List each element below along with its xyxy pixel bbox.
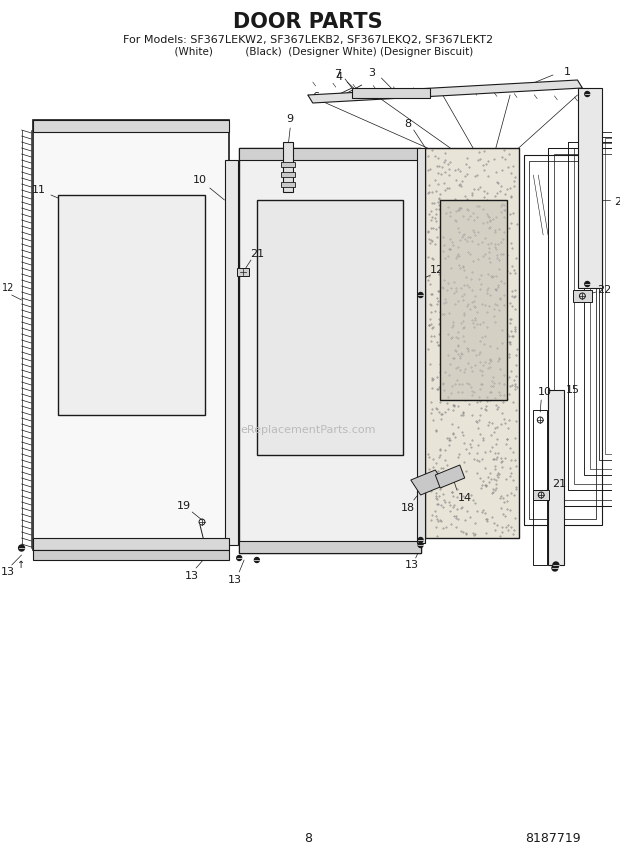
Text: 14: 14 [458,493,472,503]
Bar [33,120,229,550]
Text: 13: 13 [405,560,418,570]
Polygon shape [411,470,445,495]
Bar [440,200,507,400]
Bar [548,148,620,506]
Text: 19: 19 [177,501,192,511]
Circle shape [418,293,423,298]
Bar [533,490,549,500]
Bar [599,132,620,460]
Bar [548,390,564,565]
Text: (White)          (Black)  (Designer White) (Designer Biscuit): (White) (Black) (Designer White) (Design… [142,47,474,57]
Text: DOOR PARTS: DOOR PARTS [233,12,383,32]
Text: 21: 21 [250,249,264,259]
Bar [224,160,238,545]
Bar [239,148,420,160]
Bar [417,148,425,543]
Text: 3: 3 [368,68,375,78]
Bar [58,195,205,415]
Circle shape [585,92,590,97]
Text: 11: 11 [32,185,46,195]
Text: 13: 13 [1,567,15,577]
Text: 12: 12 [430,265,445,275]
Polygon shape [308,80,582,103]
Bar [425,148,519,538]
Text: 8187719: 8187719 [525,831,581,845]
Bar [584,137,620,475]
Text: 7: 7 [334,69,341,79]
Bar [572,290,592,302]
Text: ↑: ↑ [17,560,25,570]
Text: 21: 21 [552,479,566,489]
Bar [283,142,293,192]
Bar [352,88,430,98]
Text: 8: 8 [404,119,412,129]
Text: eReplacementParts.com: eReplacementParts.com [240,425,376,435]
Bar [590,143,620,469]
Bar [257,200,403,455]
Text: 12: 12 [2,283,14,293]
Bar [529,161,596,519]
Bar [281,162,295,167]
Circle shape [585,282,590,287]
Circle shape [418,538,423,543]
Bar [239,148,420,553]
Bar [237,268,249,276]
Bar [574,148,620,484]
Polygon shape [435,465,465,488]
Circle shape [19,545,24,551]
Bar [33,538,229,550]
Text: 2: 2 [614,197,620,207]
Bar [239,541,420,553]
Text: 10: 10 [538,387,552,397]
Text: 8: 8 [304,831,312,845]
Bar [33,120,229,132]
Bar [33,550,229,560]
Bar [568,142,620,490]
Bar [533,410,547,565]
Circle shape [254,557,259,562]
Text: 22: 22 [597,285,611,295]
Text: 4: 4 [335,72,343,82]
Bar [281,172,295,177]
Bar [554,154,620,500]
Circle shape [418,543,423,548]
Text: 10: 10 [193,175,207,185]
Bar [605,138,620,454]
Text: 18: 18 [401,503,415,513]
Text: 15: 15 [565,385,580,395]
Bar [523,155,602,525]
Circle shape [237,556,242,561]
Text: 13: 13 [228,575,242,585]
Text: For Models: SF367LEKW2, SF367LEKB2, SF367LEKQ2, SF367LEKT2: For Models: SF367LEKW2, SF367LEKB2, SF36… [123,35,493,45]
Bar [281,182,295,187]
Text: 1: 1 [564,67,571,77]
Circle shape [552,565,558,571]
Bar [578,88,602,288]
Text: 13: 13 [185,571,199,581]
Text: 9: 9 [286,114,294,124]
Circle shape [553,562,559,568]
Text: 6: 6 [312,92,319,102]
